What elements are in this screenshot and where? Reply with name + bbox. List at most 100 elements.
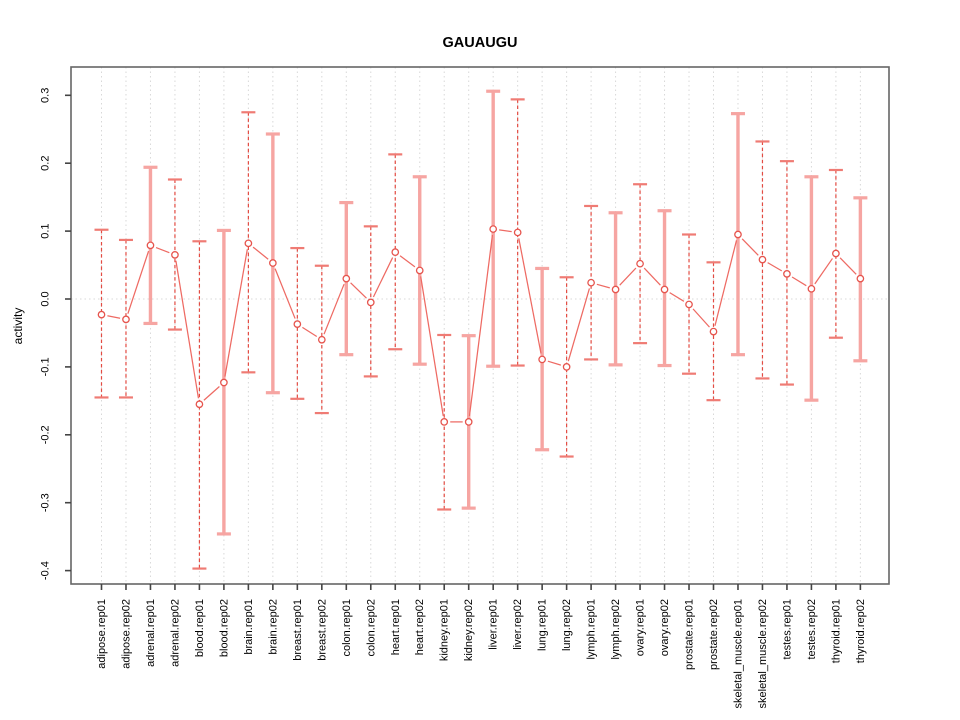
x-tick-label: thyroid.rep01 [830, 599, 842, 663]
error-bar [584, 204, 599, 361]
series-segment [643, 267, 661, 286]
plot-box [70, 66, 890, 585]
data-point [538, 355, 546, 364]
series-segment [499, 229, 512, 233]
data-point [97, 310, 106, 319]
x-tick-label: brain.rep01 [243, 599, 255, 655]
series-segment [619, 267, 637, 286]
x-tick-label: heart.rep02 [414, 599, 426, 655]
x-tick-label: lung.rep01 [537, 599, 549, 651]
x-tick-label: lung.rep02 [561, 599, 573, 651]
x-tick-label: liver.rep01 [488, 599, 500, 650]
data-layer [94, 89, 868, 570]
series-segment [567, 288, 591, 362]
y-tick-label: 0.0 [40, 291, 52, 306]
series-segment [596, 283, 610, 289]
x-tick-label: testes.rep01 [781, 599, 793, 660]
series-segment [714, 240, 738, 326]
series-segment [155, 246, 170, 254]
x-tick-label: skeletal_muscle.rep02 [757, 599, 769, 708]
y-tick-label: -0.4 [40, 561, 52, 580]
series-segment [839, 257, 857, 275]
x-tick-label: blood.rep01 [194, 599, 206, 657]
data-point [122, 315, 130, 324]
data-point [366, 298, 375, 307]
data-point [709, 327, 718, 336]
error-bar [94, 228, 109, 399]
data-point [317, 335, 326, 344]
series-segment [127, 250, 150, 314]
x-tick-label: adrenal.rep02 [169, 599, 181, 667]
x-tick-label: prostate.rep01 [684, 599, 696, 670]
y-tick-label: -0.3 [40, 493, 52, 512]
x-tick-label: breast.rep01 [292, 599, 304, 661]
x-tick-label: adipose.rep01 [96, 599, 108, 669]
x-tick-label: brain.rep02 [267, 599, 279, 655]
data-point [685, 300, 693, 309]
axis-layer: 0.3 0.2 0.1 0.0 -0.1 -0.2 -0.3 -0.4 adipose.rep0… [40, 66, 890, 708]
x-tick-label: kidney.rep01 [439, 599, 451, 661]
data-point [832, 249, 840, 258]
error-bar [388, 153, 403, 351]
data-point [440, 418, 449, 426]
x-tick-label: colon.rep02 [365, 599, 377, 657]
data-point [562, 363, 571, 371]
x-tick-label: kidney.rep02 [463, 599, 475, 661]
data-point [171, 251, 179, 259]
data-point [293, 320, 302, 328]
series-segment [669, 292, 685, 302]
data-point [611, 285, 620, 294]
series-segment [323, 283, 345, 335]
y-tick-label: -0.2 [40, 425, 52, 444]
grid-layer [71, 67, 889, 584]
x-tick-label: testes.rep02 [806, 599, 818, 660]
data-point [587, 278, 595, 287]
series-segment [224, 249, 248, 377]
series-segment [175, 260, 200, 399]
series-segment [791, 276, 807, 287]
error-bar [510, 98, 525, 367]
x-tick-label: lymph.rep02 [610, 599, 622, 660]
series-segment [518, 238, 542, 354]
x-tick-label: adipose.rep02 [120, 599, 132, 669]
x-tick-label: liver.rep02 [512, 599, 524, 650]
data-point [269, 259, 277, 267]
data-point [734, 230, 742, 239]
data-point [660, 285, 669, 294]
series-segment [350, 282, 367, 299]
error-bar [118, 238, 133, 399]
x-tick-label: prostate.rep02 [708, 599, 720, 670]
series-segment [107, 315, 121, 319]
data-point [391, 248, 400, 256]
y-tick-label: 0.3 [40, 88, 52, 103]
data-point [146, 241, 155, 250]
series-segment [692, 308, 710, 328]
series-segment [741, 238, 759, 256]
y-tick-label: -0.1 [40, 357, 52, 376]
data-point [342, 274, 351, 283]
x-tick-label: blood.rep02 [218, 599, 230, 657]
data-point [856, 274, 865, 283]
x-tick-label: heart.rep01 [390, 599, 402, 655]
data-point [244, 239, 253, 248]
error-bar [828, 168, 843, 339]
data-point [220, 378, 228, 387]
y-tick-label: 0.1 [40, 223, 52, 238]
x-tick-label: adrenal.rep01 [145, 599, 157, 667]
x-tick-label: colon.rep01 [341, 599, 353, 657]
series-segment [252, 246, 269, 260]
data-point [489, 225, 498, 233]
data-point [807, 284, 816, 293]
series-segment [274, 268, 296, 319]
series-segment [814, 258, 833, 285]
y-axis-label: activity [11, 308, 25, 345]
series-segment [468, 234, 494, 417]
series-segment [420, 276, 444, 417]
x-tick-label: ovary.rep01 [635, 599, 647, 656]
x-tick-label: thyroid.rep02 [855, 599, 867, 663]
data-point [415, 266, 424, 275]
series-segment [372, 257, 394, 298]
data-point [758, 255, 767, 264]
x-tick-label: breast.rep02 [316, 599, 328, 661]
error-bar [192, 240, 207, 570]
